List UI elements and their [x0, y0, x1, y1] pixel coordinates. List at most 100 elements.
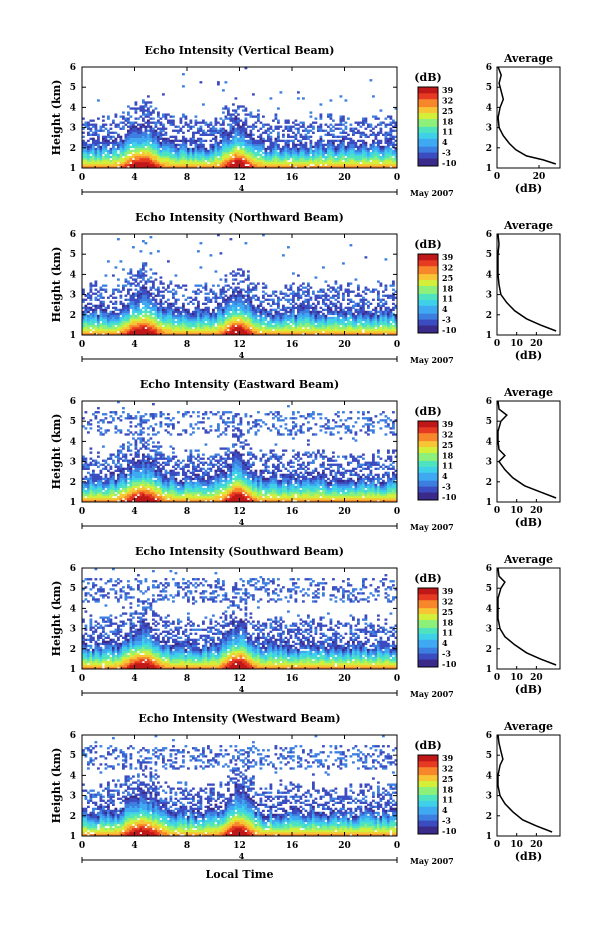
heatmap-cell [357, 328, 360, 332]
avg-y-tick-label: 4 [486, 103, 492, 113]
heatmap-cell [222, 139, 225, 143]
heatmap-cell [229, 123, 233, 126]
heatmap-cell [92, 151, 95, 155]
heatmap-cell [262, 131, 265, 134]
heatmap-cell [162, 163, 165, 167]
colorbar-segment [418, 321, 438, 324]
heatmap-cell [384, 131, 388, 134]
heatmap-cell [277, 121, 280, 124]
heatmap-cell [262, 159, 265, 163]
heatmap-cell [149, 308, 153, 312]
heatmap-cell [222, 141, 225, 145]
heatmap-cell [144, 129, 148, 132]
heatmap-cell [309, 286, 313, 289]
heatmap-cell [84, 298, 88, 301]
heatmap-cell [214, 161, 218, 165]
heatmap-cell [189, 163, 193, 167]
heatmap-cell [342, 298, 345, 301]
heatmap-cell [377, 141, 380, 145]
heatmap-cell [127, 306, 130, 310]
heatmap-cell [247, 157, 250, 161]
heatmap-cell [209, 332, 213, 336]
heatmap-cell [282, 304, 285, 308]
heatmap-cell [259, 153, 263, 157]
heatmap-cell [164, 149, 168, 153]
heatmap-cell [352, 332, 355, 336]
heatmap-cell [274, 157, 278, 161]
heatmap-cell [284, 326, 288, 330]
heatmap-cell [369, 153, 373, 157]
heatmap-cell [212, 163, 215, 167]
heatmap-cell [99, 155, 103, 159]
heatmap-cell [242, 274, 245, 277]
heatmap-cell [302, 314, 305, 318]
heatmap-cell [244, 107, 248, 110]
heatmap-cell [334, 139, 338, 143]
heatmap-cell [312, 318, 315, 322]
heatmap-cell [92, 133, 95, 136]
heatmap-cell [244, 290, 248, 293]
heatmap-cell [247, 159, 250, 163]
heatmap-cell [142, 328, 145, 332]
heatmap-cell [209, 312, 213, 316]
heatmap-cell [192, 139, 195, 143]
heatmap-cell [304, 312, 308, 316]
heatmap-cell [274, 137, 278, 141]
heatmap-cell [164, 324, 168, 328]
heatmap-cell [302, 143, 305, 147]
heatmap-cell [382, 147, 385, 151]
heatmap-cell [87, 328, 90, 332]
heatmap-cell [154, 318, 158, 322]
heatmap-cell [144, 306, 148, 310]
heatmap-cell [269, 145, 273, 149]
heatmap-cell [279, 316, 283, 320]
heatmap-cell [174, 143, 178, 147]
panel-2: Echo Intensity (Northward Beam)0 4 8 12 16 20… [50, 211, 561, 365]
heatmap-cell [274, 294, 278, 297]
heatmap-cell [179, 145, 183, 149]
heatmap-cell [172, 129, 175, 132]
heatmap-cell [317, 324, 320, 328]
heatmap-cell [107, 159, 110, 163]
heatmap-cell [364, 328, 368, 332]
heatmap-cell [349, 127, 353, 130]
heatmap-cell [352, 163, 355, 167]
heatmap-cell [359, 294, 363, 297]
heatmap-cell [294, 306, 298, 310]
heatmap-cell [207, 316, 210, 320]
heatmap-cell [352, 145, 355, 149]
heatmap-cell [369, 314, 373, 318]
heatmap-cell [124, 163, 128, 167]
heatmap-cell [147, 143, 150, 147]
heatmap-cell [192, 135, 195, 138]
heatmap-cell [114, 288, 118, 291]
heatmap-cell [207, 129, 210, 132]
heatmap-cell [309, 322, 313, 326]
heatmap-cell [252, 149, 255, 153]
heatmap-cell [167, 306, 170, 310]
heatmap-cell [262, 151, 265, 155]
heatmap-cell [217, 330, 220, 334]
heatmap-cell [179, 153, 183, 157]
heatmap-cell [112, 330, 115, 334]
heatmap-cell [312, 320, 315, 324]
heatmap-cell [362, 149, 365, 153]
heatmap-cell [164, 151, 168, 155]
heatmap-cell [224, 107, 228, 110]
heatmap-cell [324, 324, 328, 328]
heatmap-cell [232, 290, 235, 293]
heatmap-cell [372, 318, 375, 322]
heatmap-cell [212, 153, 215, 157]
heatmap-cell [387, 141, 390, 145]
heatmap-cell [214, 147, 218, 151]
heatmap-cell [114, 316, 118, 320]
heatmap-cell [287, 330, 290, 334]
heatmap-cell [92, 123, 95, 126]
heatmap-cell [352, 316, 355, 320]
heatmap-cell [217, 284, 220, 287]
heatmap-cell [87, 149, 90, 153]
heatmap-cell [139, 137, 143, 141]
heatmap-cell [347, 147, 350, 151]
heatmap-cell [109, 163, 113, 167]
heatmap-cell [217, 161, 220, 165]
